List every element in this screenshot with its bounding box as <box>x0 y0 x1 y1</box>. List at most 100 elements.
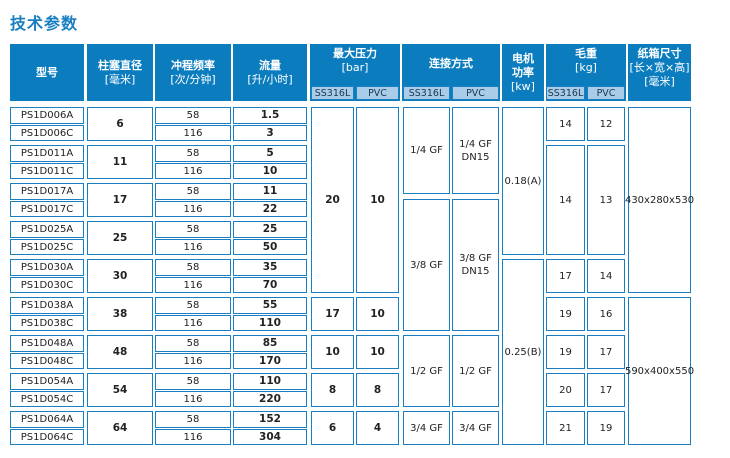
flow-cell: 5 <box>233 145 307 162</box>
connection-pvc-cell: 3/4 GF <box>452 411 499 445</box>
stroke-cell: 116 <box>155 163 231 179</box>
header-flow-unit: [升/小时] <box>247 72 293 86</box>
weight-ss316l-cell: 14 <box>546 145 585 255</box>
stroke-cell: 58 <box>155 373 231 390</box>
flow-cell: 10 <box>233 163 307 179</box>
stroke-cell: 58 <box>155 183 231 200</box>
weight-pvc-cell: 12 <box>587 107 625 141</box>
header-motor-label: 电机 功率 <box>512 51 534 79</box>
model-cell: PS1D030A <box>10 259 84 276</box>
motor-power-cell: 0.18(A) <box>502 107 544 255</box>
model-cell: PS1D064C <box>10 429 84 445</box>
model-cell: PS1D017C <box>10 201 84 217</box>
header-stroke-label: 冲程频率 <box>171 58 215 72</box>
flow-cell: 50 <box>233 239 307 255</box>
header-diameter-unit: [毫米] <box>104 72 136 86</box>
flow-cell: 170 <box>233 353 307 369</box>
connection-ss316l-cell: 3/8 GF <box>403 199 450 331</box>
header-motor-unit: [kw] <box>511 79 535 93</box>
pressure-ss316l-cell: 10 <box>311 335 354 369</box>
stroke-cell: 116 <box>155 239 231 255</box>
subheader-connection-ss316l: SS316L <box>403 86 450 100</box>
model-cell: PS1D048C <box>10 353 84 369</box>
flow-cell: 304 <box>233 429 307 445</box>
stroke-cell: 116 <box>155 391 231 407</box>
diameter-cell: 6 <box>87 107 153 141</box>
weight-ss316l-cell: 17 <box>546 259 585 293</box>
header-stroke: 冲程频率 [次/分钟] <box>155 44 231 101</box>
subheader-weight-pvc: PVC <box>587 86 625 100</box>
stroke-cell: 116 <box>155 429 231 445</box>
diameter-cell: 54 <box>87 373 153 407</box>
diameter-cell: 17 <box>87 183 153 217</box>
flow-cell: 152 <box>233 411 307 428</box>
model-cell: PS1D025A <box>10 221 84 238</box>
weight-ss316l-cell: 21 <box>546 411 585 445</box>
weight-pvc-cell: 19 <box>587 411 625 445</box>
model-cell: PS1D017A <box>10 183 84 200</box>
stroke-cell: 58 <box>155 221 231 238</box>
flow-cell: 11 <box>233 183 307 200</box>
subheader-connection-pvc: PVC <box>452 86 499 100</box>
header-stroke-unit: [次/分钟] <box>170 72 216 86</box>
stroke-cell: 116 <box>155 201 231 217</box>
stroke-cell: 116 <box>155 353 231 369</box>
page-title: 技术参数 <box>10 14 79 33</box>
pressure-pvc-cell: 10 <box>356 107 399 293</box>
pressure-ss316l-cell: 17 <box>311 297 354 331</box>
model-cell: PS1D011C <box>10 163 84 179</box>
header-carton-unit: [长×宽×高] <box>629 61 690 74</box>
weight-ss316l-cell: 19 <box>546 297 585 331</box>
flow-cell: 55 <box>233 297 307 314</box>
weight-pvc-cell: 16 <box>587 297 625 331</box>
weight-ss316l-cell: 19 <box>546 335 585 369</box>
header-pressure-unit: [bar] <box>341 61 369 74</box>
header-flow-label: 流量 <box>259 58 281 72</box>
pressure-ss316l-cell: 8 <box>311 373 354 407</box>
diameter-cell: 48 <box>87 335 153 369</box>
stroke-cell: 58 <box>155 145 231 162</box>
weight-pvc-cell: 14 <box>587 259 625 293</box>
pressure-pvc-cell: 10 <box>356 297 399 331</box>
flow-cell: 110 <box>233 315 307 331</box>
connection-ss316l-cell: 1/2 GF <box>403 335 450 407</box>
subheader-pressure-ss316l: SS316L <box>311 86 354 100</box>
stroke-cell: 116 <box>155 125 231 141</box>
weight-ss316l-cell: 20 <box>546 373 585 407</box>
pressure-ss316l-cell: 20 <box>311 107 354 293</box>
flow-cell: 1.5 <box>233 107 307 124</box>
model-cell: PS1D048A <box>10 335 84 352</box>
model-cell: PS1D006C <box>10 125 84 141</box>
stroke-cell: 58 <box>155 107 231 124</box>
stroke-cell: 58 <box>155 297 231 314</box>
model-cell: PS1D054C <box>10 391 84 407</box>
pressure-ss316l-cell: 6 <box>311 411 354 445</box>
stroke-cell: 58 <box>155 335 231 352</box>
connection-pvc-cell: 1/2 GF <box>452 335 499 407</box>
diameter-cell: 11 <box>87 145 153 179</box>
header-model-label: 型号 <box>36 65 58 79</box>
header-diameter-label: 柱塞直径 <box>98 58 142 72</box>
flow-cell: 220 <box>233 391 307 407</box>
diameter-cell: 30 <box>87 259 153 293</box>
connection-pvc-cell: 1/4 GF DN15 <box>452 107 499 194</box>
stroke-cell: 116 <box>155 315 231 331</box>
header-carton-unit2: [毫米] <box>644 75 675 88</box>
flow-cell: 85 <box>233 335 307 352</box>
weight-pvc-cell: 17 <box>587 335 625 369</box>
flow-cell: 3 <box>233 125 307 141</box>
weight-pvc-cell: 17 <box>587 373 625 407</box>
header-model: 型号 <box>10 44 84 101</box>
header-carton-label: 纸箱尺寸 <box>637 47 682 60</box>
model-cell: PS1D025C <box>10 239 84 255</box>
header-diameter: 柱塞直径 [毫米] <box>87 44 153 101</box>
weight-ss316l-cell: 14 <box>546 107 585 141</box>
model-cell: PS1D038C <box>10 315 84 331</box>
connection-pvc-cell: 3/8 GF DN15 <box>452 199 499 331</box>
pressure-pvc-cell: 8 <box>356 373 399 407</box>
diameter-cell: 38 <box>87 297 153 331</box>
model-cell: PS1D064A <box>10 411 84 428</box>
header-carton: 纸箱尺寸 [长×宽×高] [毫米] <box>628 44 691 101</box>
model-cell: PS1D030C <box>10 277 84 293</box>
